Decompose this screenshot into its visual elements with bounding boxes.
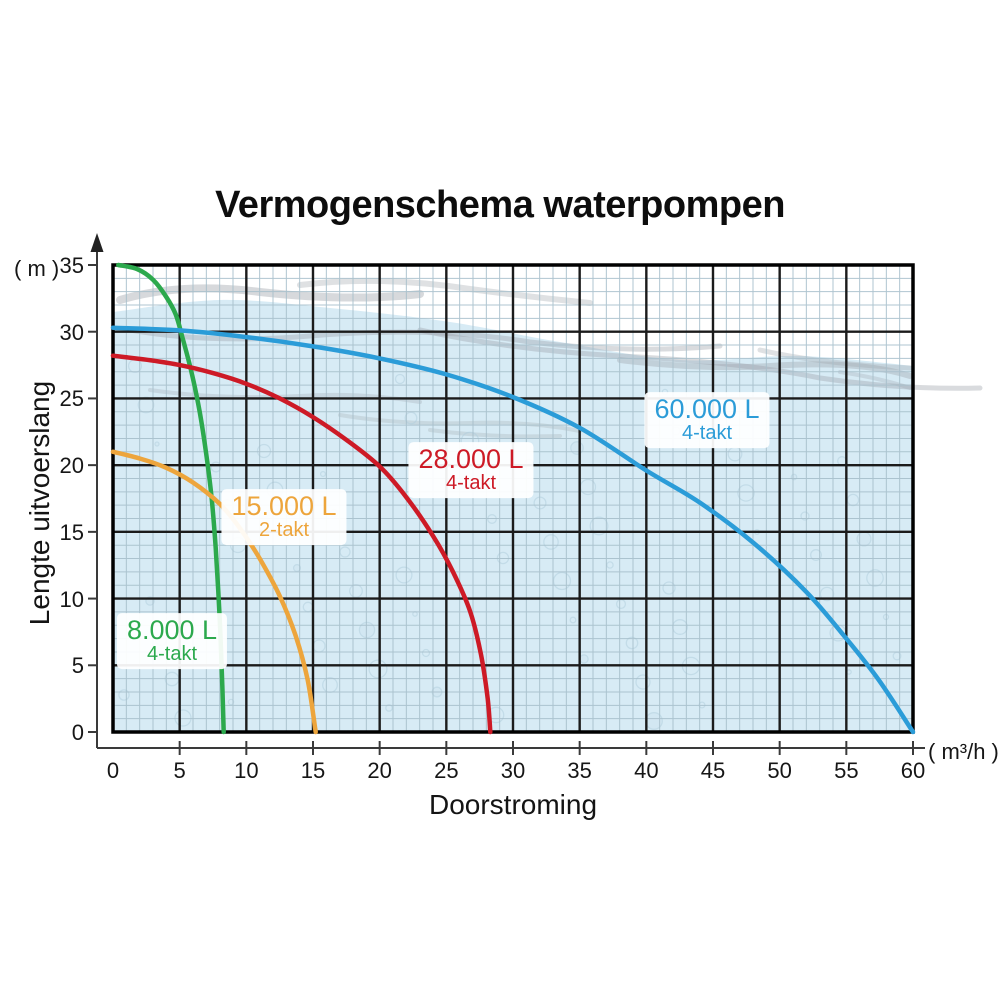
curve-label-60000l: 60.000 L 4-takt — [644, 392, 770, 448]
curve-label-capacity: 15.000 L — [231, 491, 337, 522]
chart-title: Vermogenschema waterpompen — [215, 184, 785, 226]
y-tick-label-0: 0 — [71, 720, 84, 745]
y-tick-label-35: 35 — [59, 253, 84, 278]
y-tick-label-5: 5 — [71, 653, 84, 679]
curve-label-capacity: 8.000 L — [126, 615, 218, 646]
curve-label-engine: 2-takt — [258, 519, 310, 542]
curve-60000l — [110, 325, 916, 735]
curve-label-8000l: 8.000 L 4-takt — [116, 613, 228, 669]
curve-28000l — [110, 353, 493, 735]
plot-border — [111, 263, 915, 734]
x-tick-label-45: 45 — [700, 758, 726, 783]
y-tick-label-10: 10 — [59, 586, 84, 612]
x-axis-unit: ( m³/h ) — [928, 739, 999, 764]
x-tick-label-35: 35 — [567, 758, 592, 783]
x-axis-title: Doorstroming — [428, 789, 598, 820]
x-tick-label-0: 0 — [106, 758, 120, 783]
y-axis-title: Lengte uitvoerslang — [24, 380, 55, 626]
x-tick-label-10: 10 — [234, 758, 259, 783]
x-tick-label-15: 15 — [300, 758, 326, 783]
x-tick-label-20: 20 — [367, 758, 392, 783]
y-axis-unit: ( m ) — [14, 256, 60, 281]
y-tick-label-20: 20 — [59, 453, 84, 479]
curve-label-capacity: 60.000 L — [654, 394, 760, 425]
y-tick-label-25: 25 — [59, 386, 84, 412]
curve-label-engine: 4-takt — [445, 472, 497, 495]
y-tick-label-30: 30 — [59, 319, 84, 345]
curve-label-15000l: 15.000 L 2-takt — [221, 489, 347, 545]
x-tick-label-50: 50 — [767, 758, 792, 783]
x-tick-label-40: 40 — [634, 758, 659, 783]
wave-streaks — [116, 277, 983, 439]
curve-label-28000l: 28.000 L 4-takt — [408, 442, 534, 498]
y-tick-label-15: 15 — [59, 519, 84, 545]
curve-label-capacity: 28.000 L — [418, 444, 524, 475]
x-tick-label-25: 25 — [434, 758, 459, 783]
x-tick-label-55: 55 — [834, 758, 859, 783]
curve-label-engine: 4-takt — [146, 643, 198, 666]
curve-label-engine: 4-takt — [681, 422, 733, 445]
y-axis-arrow — [90, 233, 104, 252]
x-tick-label-5: 5 — [173, 758, 186, 783]
x-tick-label-60: 60 — [900, 758, 926, 783]
axis-lines — [88, 233, 925, 755]
x-tick-label-30: 30 — [500, 758, 526, 783]
